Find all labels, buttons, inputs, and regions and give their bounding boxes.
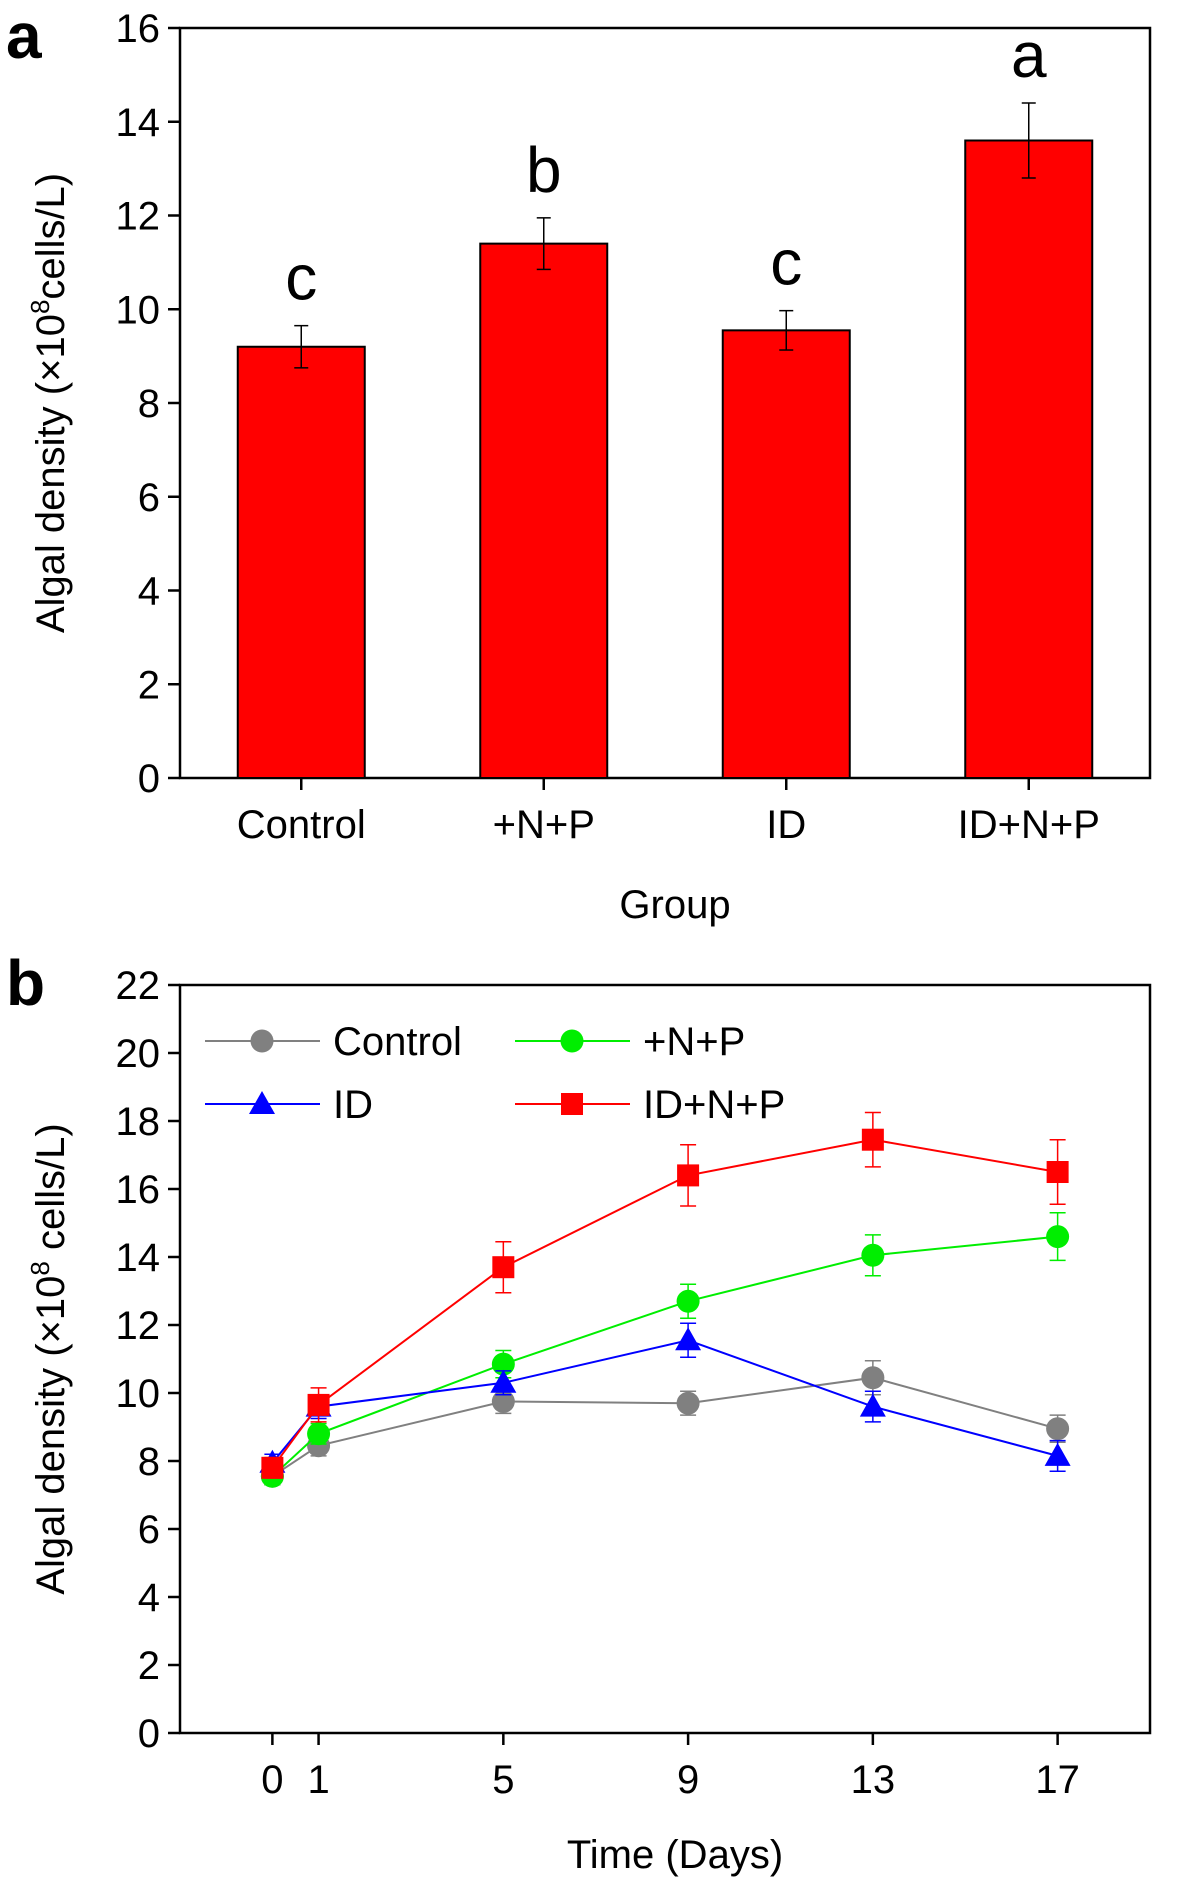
panel-b-x-axis-title: Time (Days): [567, 1833, 783, 1877]
significance-letter-control: c: [285, 242, 317, 314]
data-point-plus-nplus-p: [676, 1289, 700, 1313]
y-tick-label: 6: [138, 1508, 160, 1552]
y-tick-label: 12: [116, 195, 161, 239]
bar-plus-nplus-p: [479, 242, 609, 779]
panel-a-y-title-suffix: cells/L): [29, 173, 73, 300]
x-tick-label: 1: [307, 1758, 329, 1802]
y-tick-label: 10: [116, 288, 161, 332]
data-point-plus-nplus-p: [491, 1352, 515, 1376]
data-point-control: [676, 1391, 700, 1415]
significance-letter-idplus-nplus-p: a: [1011, 19, 1047, 91]
y-tick-label: 18: [116, 1100, 161, 1144]
data-point-idplus-nplus-p: [861, 1128, 884, 1151]
data-point-idplus-nplus-p: [261, 1456, 284, 1479]
panel-a-x-tick-labels: Control +N+P ID ID+N+P: [237, 778, 1100, 847]
panel-b-legend: Control +N+P ID ID+N+P: [205, 1020, 785, 1127]
data-point-idplus-nplus-p: [307, 1393, 330, 1416]
data-point-idplus-nplus-p: [677, 1164, 700, 1187]
series-line-control: [271, 1376, 1058, 1478]
y-tick-label: 2: [138, 663, 160, 707]
x-tick-label-idplus-nplus-p: ID+N+P: [958, 803, 1100, 847]
x-tick-label: 0: [261, 1758, 283, 1802]
data-point-id: [675, 1327, 702, 1351]
y-tick-label: 8: [138, 382, 160, 426]
x-tick-label-plus-nplus-p: +N+P: [493, 803, 595, 847]
legend-marker-control: [250, 1029, 274, 1053]
y-tick-label: 16: [116, 1168, 161, 1212]
series-plus-nplus-p: [260, 1212, 1070, 1488]
data-point-control: [861, 1366, 885, 1390]
legend-marker-id: [249, 1091, 275, 1114]
panel-b-y-title-prefix: Algal density (×10: [29, 1276, 73, 1595]
legend-marker-plus-nplus-p: [560, 1029, 584, 1053]
series-line-idplus-nplus-p: [271, 1138, 1058, 1469]
y-tick-label: 0: [138, 1712, 160, 1756]
bar-idplus-nplus-p: [964, 139, 1094, 779]
x-tick-label: 5: [492, 1758, 514, 1802]
panel-a-bars: c b c a: [236, 19, 1094, 779]
y-tick-label: 8: [138, 1440, 160, 1484]
y-tick-label: 12: [116, 1304, 161, 1348]
x-tick-label-control: Control: [237, 803, 366, 847]
data-point-idplus-nplus-p: [1046, 1161, 1069, 1183]
series-line-id: [271, 1339, 1058, 1464]
data-point-control: [1046, 1417, 1070, 1441]
legend-marker-idplus-nplus-p: [561, 1093, 583, 1115]
data-point-idplus-nplus-p: [492, 1256, 515, 1279]
data-point-plus-nplus-p: [307, 1422, 331, 1446]
panel-a-letter: a: [6, 0, 42, 72]
bar-id: [721, 329, 851, 779]
y-tick-label: 16: [116, 7, 161, 51]
y-tick-label: 0: [138, 757, 160, 801]
panel-a-y-axis-title: Algal density (×108cells/L): [25, 173, 73, 633]
data-point-plus-nplus-p: [861, 1243, 885, 1267]
data-point-control: [491, 1390, 515, 1413]
panel-b-y-title-suffix: cells/L): [29, 1123, 73, 1261]
y-tick-label: 2: [138, 1644, 160, 1688]
legend-label-idplus-nplus-p: ID+N+P: [643, 1083, 785, 1127]
data-point-id: [1044, 1442, 1071, 1466]
panel-a: a 0 2 4 6 8 10 12 14 16 c b c a Control +N+P ID ID+N+P…: [6, 0, 1152, 927]
y-tick-label: 4: [138, 1576, 160, 1620]
x-tick-label: 17: [1035, 1758, 1080, 1802]
y-tick-label: 10: [116, 1372, 161, 1416]
y-tick-label: 14: [116, 1236, 161, 1280]
data-point-plus-nplus-p: [1046, 1225, 1070, 1249]
x-tick-label: 9: [677, 1758, 699, 1802]
panel-b-series: [259, 1111, 1071, 1488]
y-tick-label: 14: [116, 101, 161, 145]
panel-b-y-title-sup: 8: [25, 1261, 55, 1275]
panel-a-y-title-prefix: Algal density (×10: [29, 314, 73, 633]
x-tick-label-id: ID: [766, 803, 806, 847]
data-point-id: [490, 1369, 517, 1393]
x-tick-label: 13: [851, 1758, 896, 1802]
bar-control: [236, 345, 366, 779]
series-idplus-nplus-p: [261, 1111, 1069, 1479]
series-line-plus-nplus-p: [271, 1235, 1058, 1478]
y-tick-label: 22: [116, 964, 161, 1008]
data-point-id: [859, 1393, 886, 1417]
panel-a-y-title-sup: 8: [25, 300, 55, 314]
legend-label-plus-nplus-p: +N+P: [643, 1020, 745, 1064]
y-tick-label: 6: [138, 476, 160, 520]
panel-a-x-axis-title: Group: [619, 883, 730, 927]
panel-b-plot-frame: [178, 983, 1152, 1735]
panel-b-letter: b: [6, 947, 45, 1019]
y-tick-label: 20: [116, 1032, 161, 1076]
panel-b-y-axis-title: Algal density (×108 cells/L): [25, 1123, 73, 1594]
y-tick-label: 4: [138, 570, 160, 614]
significance-letter-plus-nplus-p: b: [526, 134, 562, 206]
legend-label-id: ID: [333, 1083, 373, 1127]
legend-label-control: Control: [333, 1020, 462, 1064]
significance-letter-id: c: [770, 227, 802, 299]
series-control: [260, 1359, 1070, 1488]
panel-a-y-ticks: 0 2 4 6 8 10 12 14 16: [116, 7, 180, 801]
